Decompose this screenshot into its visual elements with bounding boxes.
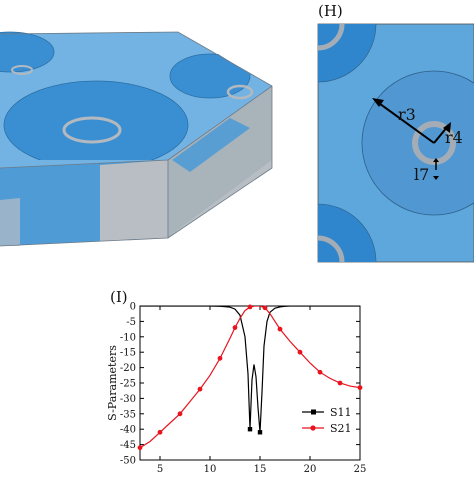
data-point-s21 [357, 385, 363, 391]
x-tick-label: 10 [204, 464, 217, 474]
legend-label-s21: S21 [330, 422, 352, 435]
s-parameter-chart: 0-5-10-15-20-25-30-35-40-45-50510152025F… [106, 302, 367, 478]
y-tick-label: -45 [120, 440, 136, 451]
panel-i: (I) 0 -5 -10 -15 -20 -25 -30 -35 -40 -45 -50 5 10 15 2… [106, 288, 367, 478]
slab-front-gray-band [100, 160, 168, 241]
data-point-s21 [232, 325, 238, 330]
data-point-s21 [297, 349, 303, 355]
data-point-s21 [262, 305, 268, 311]
data-point-s21 [277, 326, 283, 332]
ring-top-left [11, 65, 33, 75]
slab-right-face [168, 86, 272, 238]
panel-h: (H) r3 r4 l7 [317, 2, 474, 263]
legend-marker-s11 [311, 409, 316, 415]
data-point-s21 [197, 386, 203, 392]
r3-arrow [375, 100, 435, 144]
y-tick-label: -40 [120, 425, 136, 436]
label-r3: r3 [398, 105, 416, 124]
ring-top-right [226, 84, 254, 100]
y-tick-label: -15 [120, 348, 136, 359]
x-tick-label: 20 [304, 464, 317, 474]
data-point-s21 [247, 304, 253, 310]
patch-bottom-left-h [318, 203, 377, 262]
label-l7: l7 [414, 165, 429, 184]
y-tick-label: 0 [130, 302, 136, 313]
data-point-s21 [157, 429, 163, 435]
y-axis-label: S-Parameters [106, 345, 119, 421]
y-tick-label: -50 [120, 456, 136, 467]
data-point-s11 [247, 427, 253, 432]
slab-right-face-blue [172, 118, 250, 172]
slab-front-left-gray [0, 198, 20, 246]
patch-top-right [169, 53, 251, 99]
data-point-s21 [317, 369, 323, 375]
label-r4: r4 [445, 128, 463, 147]
patch-center [3, 80, 189, 160]
x-tick-label: 15 [254, 464, 267, 474]
x-tick-label: 25 [354, 464, 367, 474]
legend-marker-s21 [310, 425, 316, 431]
l7-arrowhead-top [433, 158, 439, 162]
slab-edge-top [167, 85, 273, 161]
y-tick-label: -10 [120, 332, 136, 343]
patch-center-h [361, 70, 474, 216]
legend-label-s11: S11 [330, 406, 352, 419]
patch-top-left-h [318, 24, 377, 83]
data-point-s21 [137, 445, 143, 451]
data-point-s21 [337, 380, 343, 386]
x-tick-label: 5 [157, 464, 163, 474]
data-point-s21 [177, 411, 183, 417]
patch-top-left [0, 31, 55, 73]
r4-arrowhead [443, 122, 451, 133]
ring-center [62, 116, 122, 144]
slab-outline [0, 31, 273, 247]
y-tick-label: -30 [120, 394, 136, 405]
series-line-s11 [140, 306, 360, 433]
series-line-s21 [140, 306, 360, 449]
y-tick-label: -35 [120, 409, 136, 420]
y-tick-label: -25 [120, 379, 136, 390]
plot-frame [139, 305, 361, 461]
panel-h-label: (H) [318, 2, 343, 20]
panel-i-label: (I) [110, 288, 128, 306]
slab-edge-front [0, 159, 169, 169]
y-tick-label: -5 [126, 317, 136, 328]
slab-right-gray-band [168, 160, 272, 238]
data-point-s11 [257, 430, 263, 435]
panel-3d-slab [0, 31, 273, 247]
r3-arrowhead [372, 98, 384, 107]
y-tick-label: -20 [120, 363, 136, 374]
data-point-s21 [217, 355, 223, 361]
l7-arrowhead-bottom [433, 176, 439, 180]
